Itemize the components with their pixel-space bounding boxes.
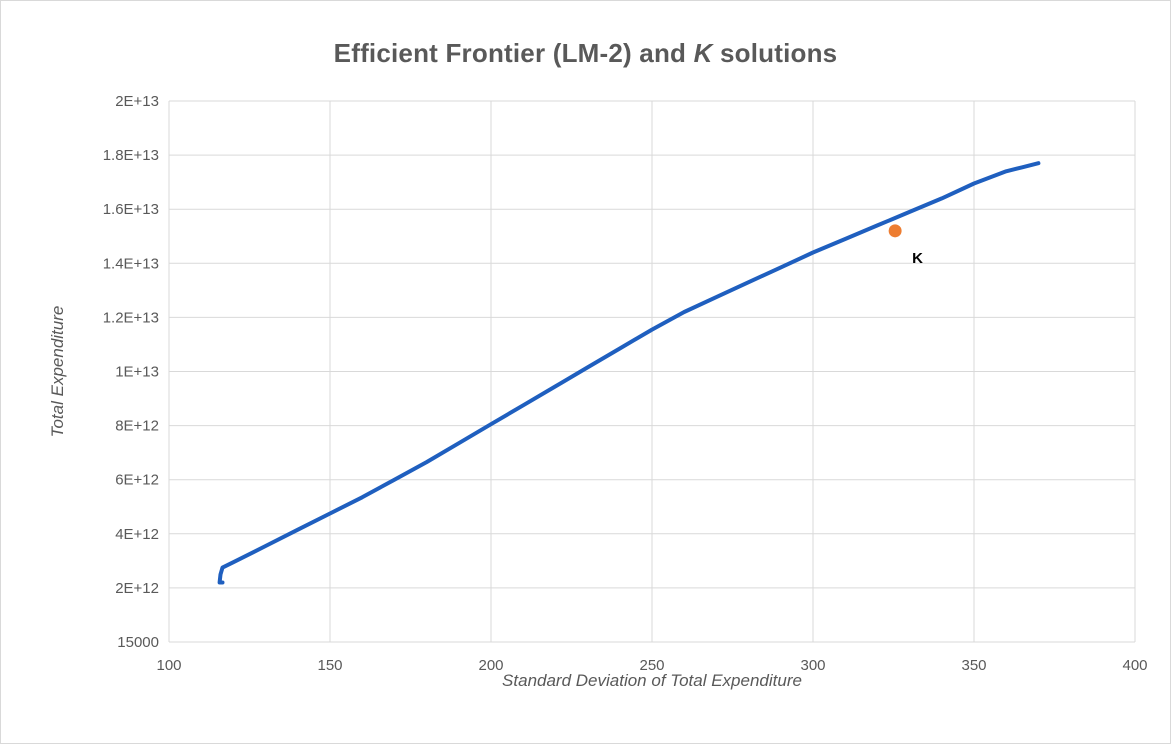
y-tick-label: 2E+12 (115, 580, 159, 597)
y-tick-label: 1.8E+13 (103, 147, 159, 164)
chart-title-main: Efficient Frontier (LM-2) and (333, 38, 694, 68)
y-tick-label: 6E+12 (115, 472, 159, 489)
x-tick-label: 300 (800, 657, 825, 674)
data-series: K (217, 161, 1041, 585)
x-axis-label: Standard Deviation of Total Expenditure (502, 671, 802, 690)
x-tick-label: 400 (1122, 657, 1147, 674)
x-tick-label: 250 (639, 657, 664, 674)
y-tick-label: 1.2E+13 (103, 309, 159, 326)
chart-title-tail: solutions (712, 38, 838, 68)
k-solution-point (888, 224, 902, 238)
frontier-line (217, 161, 1041, 585)
x-tick-label: 200 (478, 657, 503, 674)
y-tick-label: 1.6E+13 (103, 201, 159, 218)
y-tick-label: 2E+13 (115, 93, 159, 110)
x-tick-label: 350 (961, 657, 986, 674)
x-tick-label: 150 (317, 657, 342, 674)
gridlines (168, 100, 1136, 643)
y-tick-label: 1.4E+13 (103, 255, 159, 272)
k-point-label: K (912, 250, 923, 267)
y-tick-label: 15000 (117, 634, 159, 651)
chart-title: Efficient Frontier (LM-2) and K solution… (0, 38, 1171, 69)
y-tick-label: 8E+12 (115, 418, 159, 435)
y-tick-label: 4E+12 (115, 526, 159, 543)
y-tick-label: 1E+13 (115, 364, 159, 381)
x-tick-label: 100 (156, 657, 181, 674)
chart-title-italic: K (693, 38, 713, 68)
tick-labels: 15000 2E+12 4E+12 6E+12 8E+12 1E+13 1.2E+13 1.4… (103, 93, 1148, 674)
y-axis-label: Total Expenditure (48, 306, 67, 438)
